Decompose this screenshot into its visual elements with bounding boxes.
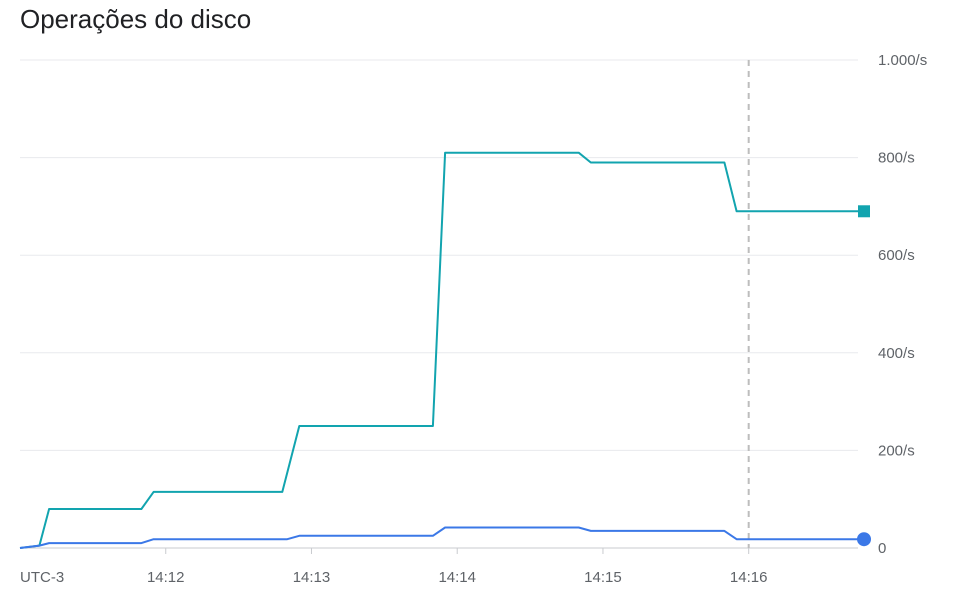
x-tick-label: 14:12: [147, 569, 185, 586]
y-tick-label: 400/s: [878, 345, 915, 362]
y-tick-label: 1.000/s: [878, 52, 927, 69]
x-tick-label: 14:13: [293, 569, 331, 586]
y-tick-label: 0: [878, 540, 886, 557]
series-line-1[interactable]: [19, 151, 858, 549]
y-tick-label: 600/s: [878, 247, 915, 264]
x-tick-label: 14:16: [730, 569, 768, 586]
x-tick-label: 14:14: [438, 569, 476, 586]
series-end-marker-circle[interactable]: [857, 532, 871, 547]
y-tick-label: 200/s: [878, 442, 915, 459]
x-tick-label: 14:15: [584, 569, 622, 586]
x-axis-ticks: UTC-3 14:12 14:13 14:14 14:15 14:16: [20, 548, 767, 586]
y-tick-label: 800/s: [878, 150, 915, 167]
series-line-2[interactable]: [19, 526, 858, 549]
series-end-marker-square[interactable]: [858, 205, 870, 218]
y-axis-ticks: 0 200/s 400/s 600/s 800/s 1.000/s: [878, 52, 927, 557]
grid-lines: [20, 59, 858, 549]
timezone-label: UTC-3: [20, 569, 64, 586]
series-group[interactable]: [19, 151, 871, 549]
chart-title: Operações do disco: [20, 4, 252, 34]
